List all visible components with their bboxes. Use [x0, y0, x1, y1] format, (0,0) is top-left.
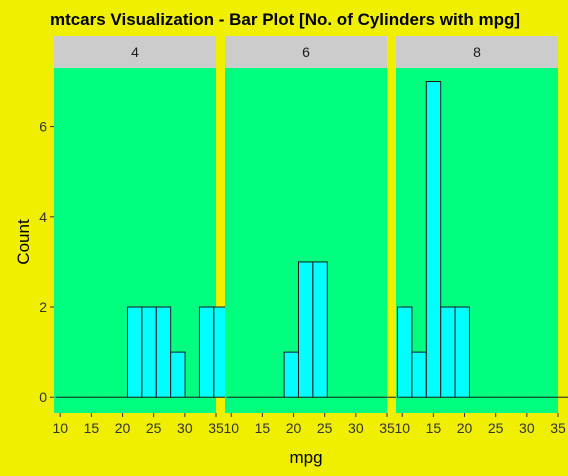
x-tick-label: 35 [379, 420, 395, 436]
x-tick-label: 25 [317, 420, 333, 436]
histogram-bar [411, 351, 427, 398]
x-tick-label: 30 [519, 420, 535, 436]
y-tick-label: 0 [39, 389, 47, 405]
histogram-bar [312, 261, 328, 398]
y-tick-label: 2 [39, 299, 47, 315]
x-tick-label: 10 [52, 420, 68, 436]
histogram-bar [425, 81, 442, 398]
facet-panels: 4 10 15 20 25 30 35 6 10 15 20 25 30 35 8 10 15 20 25 30 35 [52, 36, 568, 436]
x-tick-label: 20 [115, 420, 131, 436]
x-tick-label: 10 [223, 420, 239, 436]
x-tick-label: 15 [84, 420, 100, 436]
x-tick-label: 25 [488, 420, 504, 436]
x-tick-label: 25 [146, 420, 162, 436]
facet-strip [396, 36, 558, 68]
y-tick-label: 6 [39, 119, 47, 135]
histogram-bar [155, 306, 172, 398]
x-tick-label: 35 [208, 420, 224, 436]
x-tick-label: 30 [177, 420, 193, 436]
histogram-bar [297, 261, 314, 398]
x-tick-label: 15 [255, 420, 271, 436]
histogram-bar [141, 306, 157, 398]
x-tick-label: 15 [426, 420, 442, 436]
x-tick-label: 20 [286, 420, 302, 436]
x-tick-label: 35 [550, 420, 566, 436]
facet-strip-label: 8 [473, 44, 481, 60]
chart-title: mtcars Visualization - Bar Plot [No. of … [50, 10, 520, 29]
x-tick-label: 30 [348, 420, 364, 436]
histogram-bar [198, 306, 215, 398]
histogram-bar [440, 306, 456, 398]
facet-strip-label: 6 [302, 44, 310, 60]
histogram-bar [454, 306, 470, 398]
x-tick-label: 10 [394, 420, 410, 436]
facet-strip [54, 36, 216, 68]
facet-strip [225, 36, 387, 68]
facet-strip-label: 4 [131, 44, 139, 60]
histogram-bar [126, 306, 143, 398]
y-tick-label: 4 [39, 209, 47, 225]
histogram-bar [283, 351, 299, 398]
histogram-bar [170, 351, 186, 398]
x-tick-label: 20 [457, 420, 473, 436]
histogram-bar [397, 306, 413, 398]
y-axis-title: Count [14, 219, 33, 265]
x-axis-title: mpg [289, 448, 322, 467]
